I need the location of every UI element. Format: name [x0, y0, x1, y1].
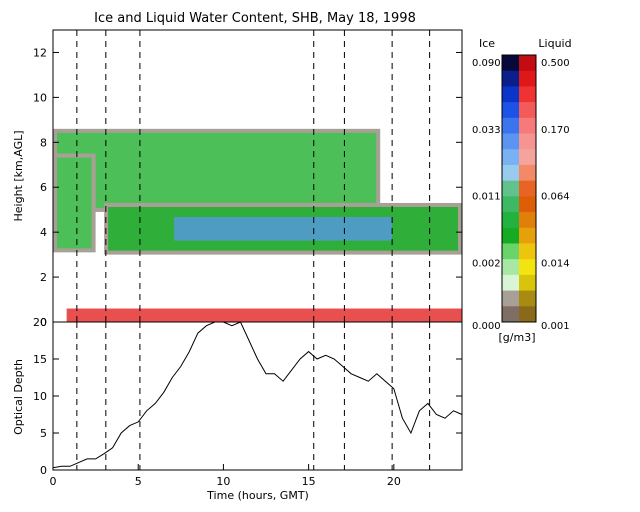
ice-tick-label: 0.090: [472, 58, 501, 69]
y-tick-label: 0: [40, 464, 47, 477]
x-tick-label: 5: [135, 475, 142, 488]
colorbar-swatch: [519, 212, 536, 229]
units-label: [g/m3]: [499, 331, 536, 344]
x-tick-label: 0: [50, 475, 57, 488]
colorbar-swatch: [519, 70, 536, 87]
height-axis-label: Height [km,AGL]: [12, 130, 25, 221]
colorbar-swatch: [502, 164, 519, 182]
colorbar-swatch: [519, 243, 536, 260]
colorbar-swatch: [502, 227, 519, 244]
liquid-tick-label: 0.064: [541, 192, 570, 203]
y-tick-label: 10: [33, 390, 47, 403]
optical-depth-series: [52, 321, 463, 469]
liquid-tick-label: 0.014: [541, 258, 570, 269]
colorbar-swatch: [502, 259, 519, 276]
y-tick-label: 5: [40, 427, 47, 440]
ice-colorbar-frame: [501, 54, 537, 323]
colorbar-swatch: [519, 196, 536, 213]
y-tick-label: 6: [40, 181, 47, 194]
y-tick-label: 12: [33, 46, 47, 59]
colorbar-swatch: [502, 149, 519, 166]
y-tick-label: 4: [40, 226, 47, 239]
y-tick-label: 2: [40, 271, 47, 284]
ice-cloud-layer: [57, 157, 92, 249]
colorbar-swatch: [502, 196, 519, 213]
water-content-panel: 0 2 4 6 8 10 12 Height [km,AGL]: [12, 29, 463, 329]
colorbar-swatch: [502, 70, 519, 87]
colorbar-swatch: [502, 212, 519, 229]
chart-title: Ice and Liquid Water Content, SHB, May 1…: [94, 11, 416, 26]
y-tick-label: 20: [33, 316, 47, 329]
ice-tick-label: 0.000: [472, 321, 501, 332]
colorbar-swatch: [519, 290, 536, 307]
ice-tick-label: 0.033: [472, 125, 501, 136]
colorbar-swatch: [519, 149, 536, 166]
colorbar-swatch: [502, 117, 519, 135]
liquid-tick-label: 0.170: [541, 125, 570, 136]
ice-scale-label: Ice: [479, 37, 495, 50]
liquid-scale-label: Liquid: [538, 37, 571, 50]
ice-tick-label: 0.002: [472, 258, 501, 269]
y-tick-label: 15: [33, 353, 47, 366]
liquid-cloud-layer: [66, 308, 462, 322]
colorbar-swatch: [519, 259, 536, 276]
ice-core: [174, 216, 392, 241]
colorbar-swatch: [502, 86, 519, 103]
ice-tick-label: 0.011: [472, 192, 501, 203]
colorbar-legend: Ice Liquid 0.090 0.033 0.011 0.002 0.000 0.5…: [472, 37, 572, 344]
colorbar-swatch: [502, 306, 519, 323]
colorbar-swatch: [502, 102, 519, 119]
x-tick-label: 15: [302, 475, 316, 488]
colorbar-swatch: [519, 164, 536, 182]
colorbar-swatch: [519, 133, 536, 150]
ice-cloud-layer: [57, 132, 377, 208]
colorbar-swatch: [519, 86, 536, 103]
y-tick-label: 0: [40, 316, 47, 329]
colorbar-swatch: [519, 274, 536, 292]
y-tick-label: 10: [33, 91, 47, 104]
x-tick-label: 20: [387, 475, 401, 488]
colorbar-swatch: [519, 227, 536, 244]
colorbar-swatch: [519, 117, 536, 135]
colorbar-swatch: [502, 290, 519, 307]
x-tick-label: 10: [216, 475, 230, 488]
colorbar-swatch: [502, 180, 519, 197]
time-axis-label: Time (hours, GMT): [206, 489, 309, 502]
bottom-panel-frame: [52, 321, 463, 471]
colorbar-swatch: [502, 55, 519, 72]
optical-depth-axis-label: Optical Depth: [12, 359, 25, 435]
colorbar-swatch: [519, 306, 536, 323]
colorbar-swatch: [502, 274, 519, 292]
liquid-tick-label: 0.500: [541, 58, 570, 69]
y-tick-label: 8: [40, 136, 47, 149]
colorbar-swatch: [519, 180, 536, 197]
liquid-tick-label: 0.001: [541, 321, 570, 332]
colorbar-swatch: [519, 102, 536, 119]
colorbar-swatch: [519, 55, 536, 72]
optical-depth-panel: 0 5 10 15 20 0 5 10 15 20 Optical Depth Time (ho…: [12, 316, 463, 502]
colorbar-swatch: [502, 243, 519, 260]
colorbar-swatch: [502, 133, 519, 150]
